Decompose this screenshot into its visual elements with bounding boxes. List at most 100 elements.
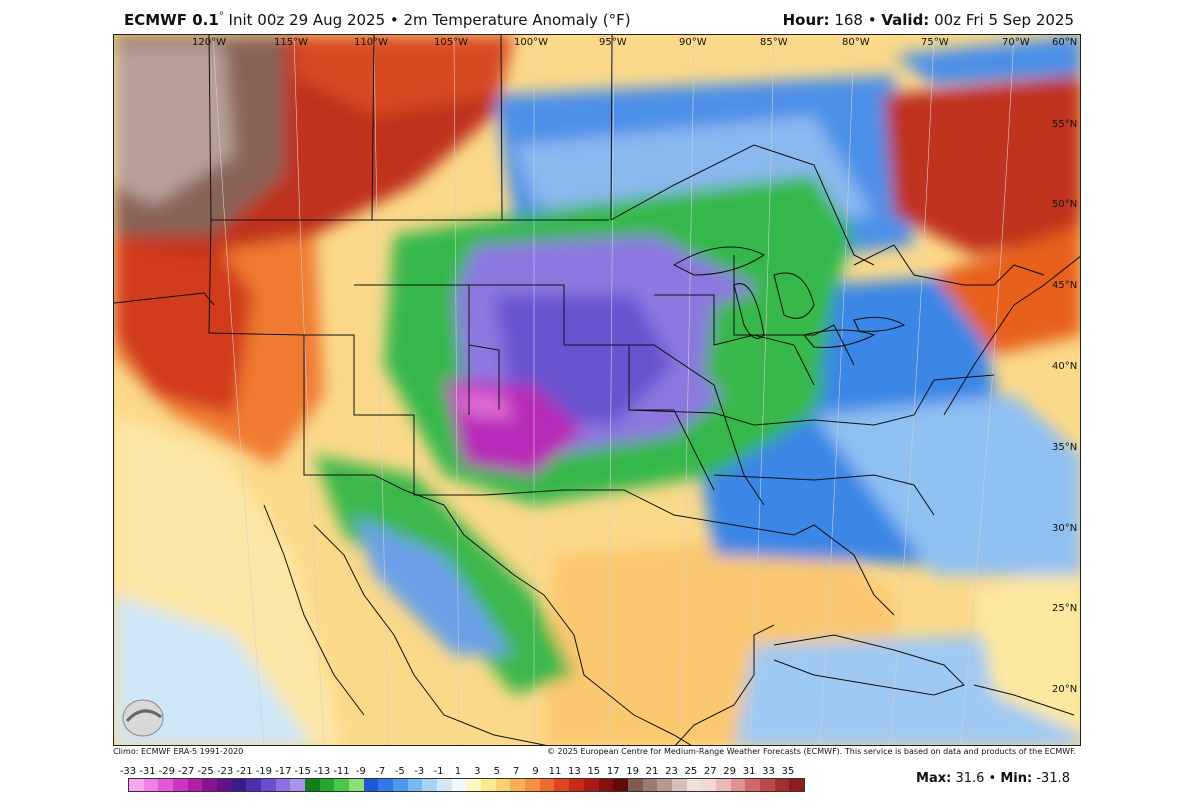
lat-label: 45°N: [1052, 280, 1077, 291]
lon-label: 120°W: [192, 37, 226, 48]
colorbar-label: -23: [216, 766, 234, 777]
colorbar: [128, 778, 805, 792]
colorbar-swatch: [319, 779, 335, 791]
latitude-labels: 60°N 55°N 50°N 45°N 40°N 35°N 30°N 25°N …: [1052, 37, 1077, 695]
colorbar-label: 23: [665, 766, 678, 777]
colorbar-swatch: [598, 779, 614, 791]
map-svg: 120°W 115°W 110°W 105°W 100°W 95°W 90°W …: [114, 35, 1080, 745]
valid-time: Hour: 168 • Valid: 00z Fri 5 Sep 2025: [783, 11, 1074, 29]
colorbar-swatch: [730, 779, 746, 791]
colorbar-label: 11: [548, 766, 562, 777]
max-label: Max:: [916, 771, 952, 786]
colorbar-swatch: [305, 779, 320, 791]
lon-label: 105°W: [434, 37, 468, 48]
colorbar-swatch: [143, 779, 159, 791]
lon-label: 115°W: [274, 37, 308, 48]
lon-label: 110°W: [354, 37, 388, 48]
colorbar-label: -9: [355, 766, 366, 777]
anomaly-map[interactable]: 120°W 115°W 110°W 105°W 100°W 95°W 90°W …: [113, 34, 1081, 746]
valid-label: Valid:: [881, 11, 930, 29]
lon-label: 80°W: [842, 37, 870, 48]
min-label: Min:: [1000, 771, 1033, 786]
min-value: -31.8: [1036, 771, 1070, 786]
colorbar-swatch: [363, 779, 379, 791]
colorbar-label: 19: [626, 766, 639, 777]
colorbar-swatch: [613, 779, 628, 791]
colorbar-swatch: [495, 779, 511, 791]
colorbar-label: 17: [606, 766, 620, 777]
colorbar-label: -5: [394, 766, 405, 777]
colorbar-label: 35: [781, 766, 795, 777]
colorbar-label: -25: [197, 766, 214, 777]
colorbar-label: -1: [433, 766, 444, 777]
colorbar-label: 27: [703, 766, 717, 777]
colorbar-swatch: [759, 779, 775, 791]
colorbar-label: -11: [333, 766, 350, 777]
colorbar-swatch: [393, 779, 408, 791]
model-name: ECMWF 0.1: [124, 11, 219, 29]
colorbar-swatch: [657, 779, 672, 791]
colorbar-swatch: [510, 779, 526, 791]
colorbar-label: -31: [139, 766, 156, 777]
colorbar-swatch: [407, 779, 423, 791]
great-lakes: [672, 246, 906, 348]
colorbar-swatch: [275, 779, 291, 791]
colorbar-swatch: [349, 779, 364, 791]
colorbar-swatch: [539, 779, 555, 791]
colorbar-label: -19: [255, 766, 273, 777]
colorbar-swatch: [569, 779, 584, 791]
colorbar-label: -27: [178, 766, 195, 777]
colorbar-swatch: [745, 779, 760, 791]
weatherbell-logo: [122, 699, 164, 737]
colorbar-swatch: [789, 779, 804, 791]
colorbar-label: 31: [742, 766, 756, 777]
lon-label: 70°W: [1002, 37, 1030, 48]
degree-mark: °: [218, 11, 224, 22]
anomaly-field: [114, 35, 1080, 745]
lat-label: 25°N: [1052, 603, 1077, 614]
colorbar-swatch: [231, 779, 247, 791]
lat-label: 20°N: [1052, 684, 1077, 695]
colorbar-swatch: [701, 779, 716, 791]
colorbar-label: 9: [532, 766, 539, 777]
colorbar-label: 1: [454, 766, 462, 777]
colorbar-swatch: [627, 779, 643, 791]
copyright-note: © 2025 European Centre for Medium-Range …: [547, 747, 1076, 756]
colorbar-swatch: [466, 779, 482, 791]
colorbar-swatch: [422, 779, 438, 791]
colorbar-label: 21: [645, 766, 659, 777]
colorbar-swatch: [583, 779, 599, 791]
colorbar-swatch: [715, 779, 731, 791]
lat-label: 35°N: [1052, 442, 1077, 453]
political-borders: [114, 35, 1080, 745]
colorbar-swatch: [202, 779, 218, 791]
climatology-note: Climo: ECMWF ERA-5 1991-2020: [113, 747, 244, 756]
lon-label: 75°W: [921, 37, 949, 48]
init-description: Init 00z 29 Aug 2025 • 2m Temperature An…: [223, 11, 631, 29]
colorbar-label: -3: [414, 766, 425, 777]
colorbar-label: -15: [294, 766, 311, 777]
colorbar-label: 13: [568, 766, 581, 777]
lat-label: 60°N: [1052, 37, 1077, 48]
separator: •: [862, 11, 882, 29]
colorbar-swatch: [481, 779, 496, 791]
lat-label: 50°N: [1052, 199, 1077, 210]
lat-label: 30°N: [1052, 523, 1077, 534]
colorbar-label: 15: [587, 766, 601, 777]
colorbar-swatch: [217, 779, 232, 791]
colorbar-label: -29: [158, 766, 175, 777]
colorbar-swatch: [246, 779, 262, 791]
longitude-labels: 120°W 115°W 110°W 105°W 100°W 95°W 90°W …: [192, 37, 1030, 48]
colorbar-label: -7: [375, 766, 386, 777]
lon-label: 95°W: [599, 37, 627, 48]
valid-value: 00z Fri 5 Sep 2025: [934, 11, 1074, 29]
colorbar-swatch: [437, 779, 452, 791]
colorbar-label: -13: [313, 766, 331, 777]
colorbar-label: 5: [493, 766, 500, 777]
colorbar-label: 33: [762, 766, 775, 777]
max-min-readout: Max: 31.6 • Min: -31.8: [916, 771, 1070, 786]
hour-label: Hour:: [782, 11, 830, 29]
max-value: 31.6: [955, 771, 985, 786]
lat-label: 40°N: [1052, 361, 1077, 372]
colorbar-swatch: [774, 779, 790, 791]
